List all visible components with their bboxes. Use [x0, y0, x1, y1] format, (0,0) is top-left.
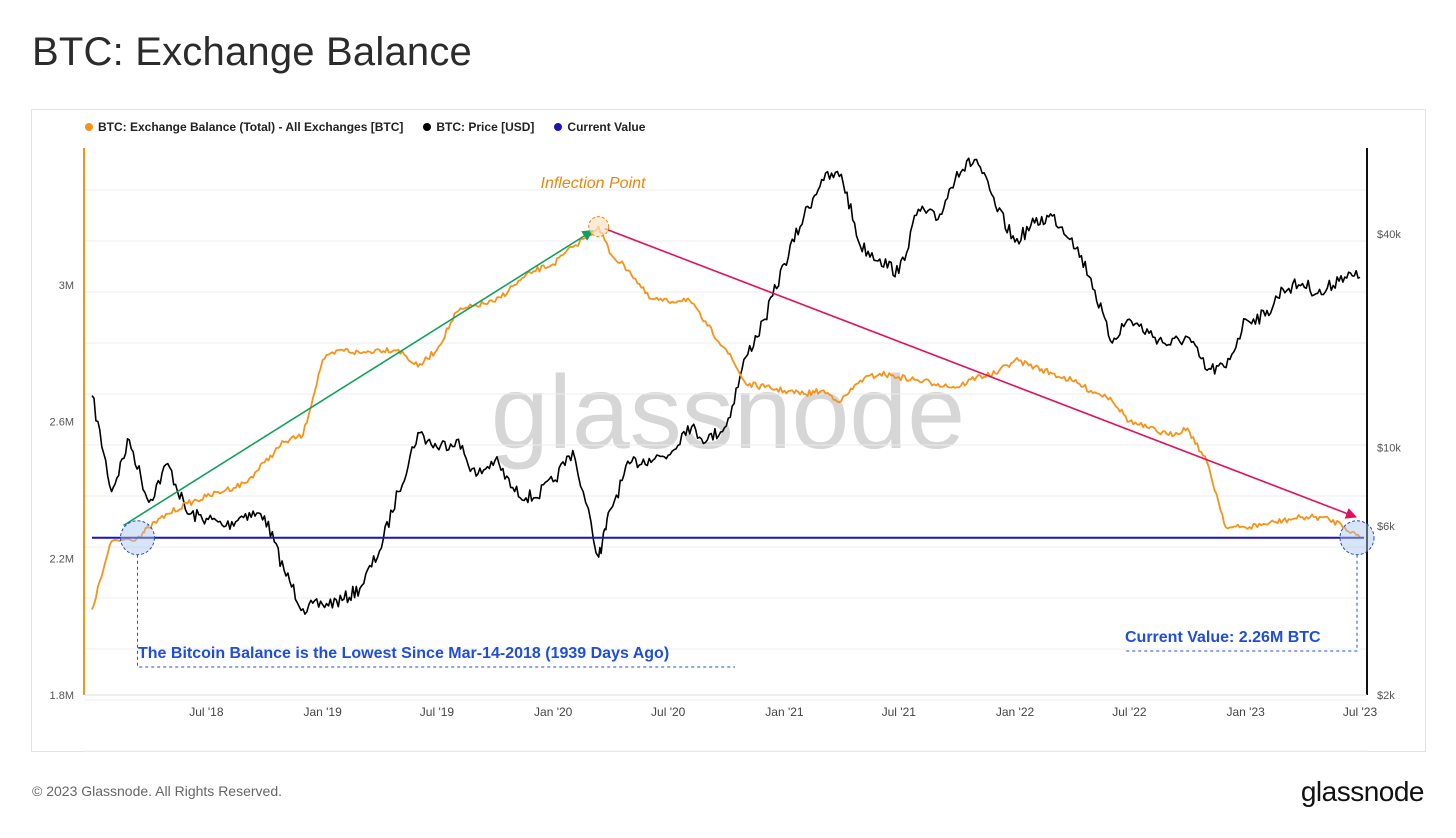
x-tick-label: Jan '20 — [534, 705, 573, 719]
chart-annotations: Inflection Point The Bitcoin Balance is t… — [119, 175, 1375, 668]
chart-grid — [84, 189, 1367, 752]
price-line — [91, 157, 1361, 615]
balance-line — [91, 225, 1361, 610]
inflection-point-marker — [588, 216, 610, 238]
page-title: BTC: Exchange Balance — [32, 30, 473, 74]
uptrend-arrow — [123, 229, 594, 527]
chart-axes — [83, 148, 1368, 696]
y-left-tick-label: 3M — [59, 280, 74, 292]
legend-dot-current — [554, 123, 563, 131]
y-left-tick-label: 2.2M — [50, 553, 74, 565]
current-point-marker — [1339, 520, 1375, 556]
legend-item-balance[interactable]: BTC: Exchange Balance (Total) - All Exch… — [85, 120, 403, 134]
legend-label-balance: BTC: Exchange Balance (Total) - All Exch… — [98, 120, 404, 134]
x-tick-label: Jul '18 — [189, 705, 224, 719]
lowest-note-leader — [136, 554, 735, 668]
current-value-note: Current Value: 2.26M BTC — [1125, 629, 1321, 646]
y-right-tick-label: $6k — [1377, 521, 1395, 533]
y-left-tick-label: 2.6M — [50, 417, 74, 429]
legend-dot-price — [423, 123, 432, 131]
chart-frame — [31, 109, 1426, 752]
footer-logo[interactable]: glassnode — [1300, 776, 1425, 807]
lowest-balance-note: The Bitcoin Balance is the Lowest Since … — [138, 645, 669, 662]
x-tick-label: Jul '21 — [882, 705, 917, 719]
lowest-point-marker — [119, 520, 155, 556]
chart-legend: BTC: Exchange Balance (Total) - All Exch… — [85, 120, 645, 134]
inflection-point-label: Inflection Point — [541, 175, 647, 192]
y-left-tick-label: 1.8M — [50, 690, 74, 702]
x-tick-label: Jul '20 — [651, 705, 686, 719]
x-tick-label: Jul '19 — [420, 705, 455, 719]
x-tick-label: Jan '21 — [765, 705, 804, 719]
chart-series — [91, 157, 1364, 615]
x-axis-ticks: Jul '18 Jan '19 Jul '19 Jan '20 Jul '20 Jan '… — [189, 705, 1377, 719]
y-axis-left-ticks: 3M 2.6M 2.2M 1.8M — [50, 280, 74, 702]
y-right-tick-label: $10k — [1377, 442, 1401, 454]
legend-item-current[interactable]: Current Value — [554, 120, 645, 134]
x-tick-label: Jul '22 — [1112, 705, 1147, 719]
legend-dot-balance — [85, 123, 93, 131]
y-right-tick-label: $40k — [1377, 229, 1401, 241]
x-tick-label: Jan '22 — [996, 705, 1035, 719]
chart-watermark: glassnode — [491, 355, 965, 471]
y-axis-right-ticks: $40k $10k $6k $2k — [1377, 229, 1401, 702]
x-tick-label: Jan '23 — [1226, 705, 1265, 719]
legend-label-current: Current Value — [567, 120, 646, 134]
legend-label-price: BTC: Price [USD] — [436, 120, 535, 134]
x-tick-label: Jan '19 — [303, 705, 342, 719]
x-tick-label: Jul '23 — [1343, 705, 1378, 719]
legend-item-price[interactable]: BTC: Price [USD] — [423, 120, 534, 134]
current-note-leader — [1125, 554, 1358, 652]
footer-copyright: © 2023 Glassnode. All Rights Reserved. — [32, 783, 283, 799]
y-right-tick-label: $2k — [1377, 690, 1395, 702]
downtrend-arrow — [604, 227, 1358, 519]
